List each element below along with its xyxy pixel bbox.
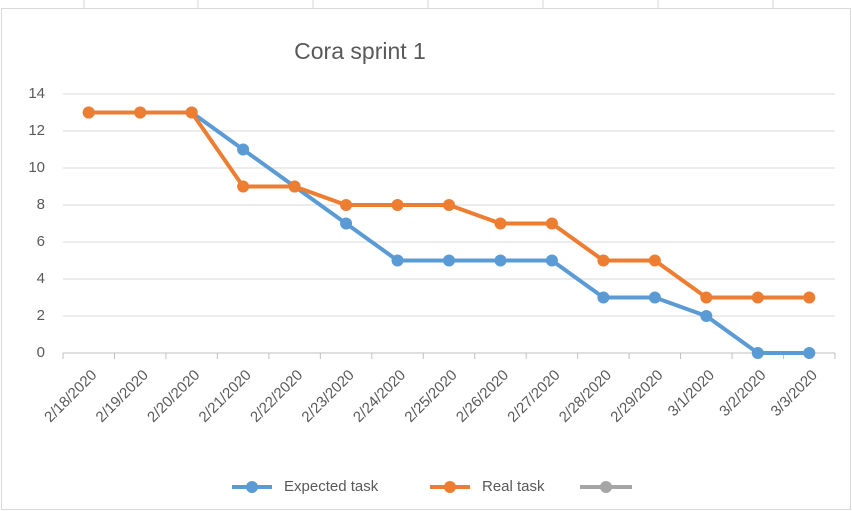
y-tick-label: 12 — [28, 122, 45, 139]
data-point — [237, 180, 250, 193]
data-point — [597, 291, 610, 304]
data-point — [443, 254, 455, 267]
y-tick-label: 10 — [28, 159, 45, 176]
y-tick-label: 4 — [37, 270, 45, 287]
y-tick-label: 6 — [37, 233, 45, 250]
data-point — [134, 106, 147, 119]
legend-label: Expected task — [284, 478, 379, 495]
legend-marker — [246, 481, 258, 493]
data-point — [751, 291, 764, 304]
chart-border — [1, 8, 851, 510]
data-point — [340, 217, 353, 230]
data-point — [803, 347, 816, 359]
y-tick-label: 8 — [37, 196, 45, 213]
legend-label: Real task — [482, 478, 545, 495]
data-point — [545, 254, 558, 267]
data-point — [700, 310, 713, 322]
data-point — [237, 143, 250, 156]
data-point — [185, 106, 198, 119]
data-point — [803, 291, 816, 304]
y-tick-label: 2 — [37, 307, 45, 324]
data-point — [751, 347, 764, 359]
data-point — [494, 254, 507, 267]
legend-marker — [444, 481, 456, 493]
y-tick-label: 0 — [37, 344, 45, 361]
data-point — [82, 106, 95, 119]
data-point — [597, 254, 610, 267]
data-point — [391, 254, 404, 267]
data-point — [648, 291, 661, 304]
data-point — [700, 291, 713, 304]
data-point — [391, 199, 404, 211]
y-tick-label: 14 — [28, 85, 45, 102]
sheet-cells — [83, 0, 774, 8]
data-point — [443, 199, 455, 211]
data-point — [288, 180, 301, 193]
chart-title: Cora sprint 1 — [294, 38, 426, 64]
data-point — [494, 217, 507, 230]
legend-blank-entry — [580, 481, 632, 493]
data-point — [340, 199, 353, 211]
data-point — [545, 217, 558, 230]
legend-marker — [600, 481, 612, 493]
data-point — [648, 254, 661, 267]
